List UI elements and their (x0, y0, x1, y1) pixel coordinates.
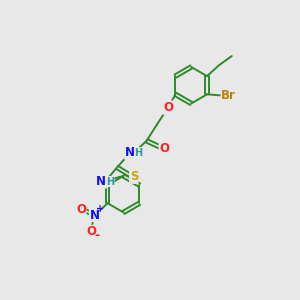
Text: N: N (89, 208, 99, 222)
Text: O: O (76, 203, 86, 216)
Text: S: S (130, 170, 138, 183)
Text: O: O (163, 101, 173, 114)
Text: -: - (95, 229, 100, 242)
Text: O: O (86, 225, 96, 239)
Text: N: N (125, 146, 135, 159)
Text: O: O (159, 142, 169, 155)
Text: +: + (96, 204, 104, 214)
Text: Br: Br (221, 89, 236, 102)
Text: H: H (106, 176, 114, 187)
Text: H: H (134, 148, 143, 158)
Text: N: N (96, 175, 106, 188)
